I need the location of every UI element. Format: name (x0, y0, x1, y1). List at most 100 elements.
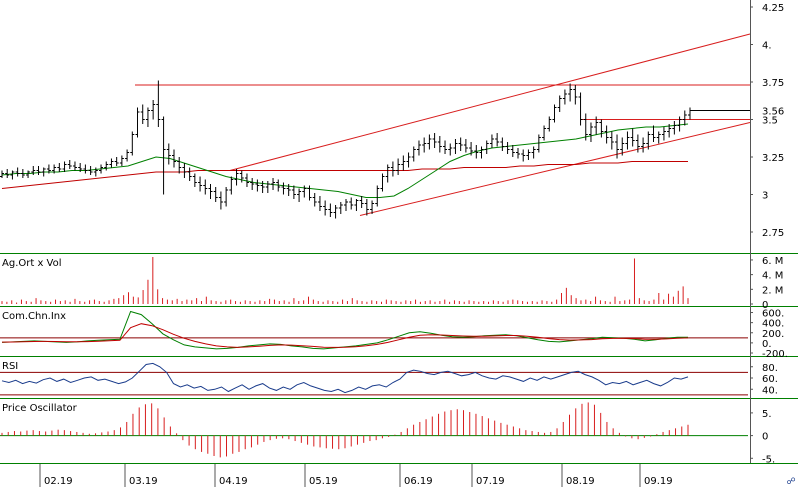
ohlc-bar (463, 139, 468, 153)
ohlc-bar (20, 169, 25, 178)
ohlc-bar (562, 89, 567, 105)
ohlc-bar (145, 107, 150, 127)
ohlc-bar (99, 164, 104, 174)
ohlc-bar (323, 200, 328, 216)
ohlc-bar (411, 146, 416, 162)
ohlc-bar (0, 170, 4, 178)
price-y-tick-label: 2.75 (762, 228, 784, 239)
oscillator-y-tick-label: 5. (762, 409, 772, 420)
ohlc-bar (119, 155, 124, 166)
x-axis-tick-label: 04.19 (219, 476, 248, 487)
ohlc-bar (187, 167, 192, 181)
ohlc-bar (651, 125, 656, 142)
price-y-tick-label: 3.5 (762, 116, 778, 127)
ohlc-bar (646, 131, 651, 150)
ohlc-bar (401, 155, 406, 171)
ohlc-bar (422, 137, 427, 153)
chaikin-y-tick-label: 600. (762, 309, 784, 320)
ohlc-bar (93, 167, 98, 177)
ohlc-bar (432, 133, 437, 148)
ohlc-bar (510, 145, 515, 157)
ohlc-bar (364, 199, 369, 216)
chaikin-panel: Com.Chn.Inx 600.400.200.0.-200. (0, 309, 788, 360)
ohlc-bar (213, 187, 218, 202)
ohlc-bar (72, 161, 77, 171)
ohlc-bar (625, 131, 630, 150)
ohlc-bar (166, 143, 171, 165)
ohlc-bar (448, 143, 453, 156)
ohlc-bar (15, 167, 20, 177)
ohlc-bar (281, 182, 286, 195)
price-panel: 4.25 4. 3.75 3.5 3.25 3 2.75 3.56 (0, 3, 784, 239)
ohlc-bar (672, 121, 677, 135)
oscillator-panel-title: Price Oscillator (2, 403, 78, 414)
ohlc-bar (244, 173, 249, 187)
oscillator-y-tick-label: 0 (762, 432, 768, 443)
ohlc-bar (333, 205, 338, 219)
ohlc-bar (203, 179, 208, 195)
ohlc-bar (130, 131, 135, 156)
ohlc-bar (547, 116, 552, 132)
ohlc-bar (229, 176, 234, 195)
ohlc-bar (135, 107, 140, 138)
ohlc-bar (312, 193, 317, 207)
link-icon[interactable]: ☍ (786, 477, 796, 487)
ohlc-bar (67, 160, 72, 169)
ohlc-bar (26, 170, 31, 178)
x-axis-tick-label: 06.19 (404, 476, 433, 487)
trendline (229, 33, 751, 171)
chaikin-y-tick-label: 400. (762, 319, 784, 330)
ohlc-bar (307, 185, 312, 201)
ohlc-bar (599, 119, 604, 138)
price-y-tick-label: 3.75 (762, 78, 784, 89)
ohlc-bar (156, 80, 161, 127)
rsi-line (1, 362, 689, 394)
trendline (359, 122, 751, 216)
ohlc-bar (479, 146, 484, 159)
ohlc-bar (161, 116, 166, 195)
oscillator-y-tick-label: -5. (762, 454, 775, 465)
ohlc-bar (31, 166, 36, 175)
ohlc-bar (583, 113, 588, 141)
ma-long-line (1, 161, 688, 189)
ohlc-bar (578, 92, 583, 126)
price-y-tick-label: 4. (762, 41, 772, 52)
ohlc-bar (234, 169, 239, 186)
ohlc-bar (484, 140, 489, 154)
ohlc-bar (62, 161, 67, 172)
ohlc-bar (192, 173, 197, 187)
ohlc-bar (495, 133, 500, 147)
ohlc-bar (443, 140, 448, 154)
ohlc-bar (526, 149, 531, 160)
ohlc-bar (458, 137, 463, 151)
volume-panel: Ag.Ort x Vol 6. M 4. M 2. M 0 (1, 256, 783, 311)
ohlc-bar (218, 191, 223, 210)
ohlc-bar (349, 197, 354, 210)
ohlc-bar (635, 134, 640, 153)
ohlc-bar (302, 185, 307, 198)
ohlc-bar (36, 166, 41, 175)
ohlc-bar (615, 134, 620, 159)
ohlc-bar (682, 110, 687, 126)
chaikin-signal-line (1, 323, 689, 348)
ohlc-bar (552, 104, 557, 123)
ohlc-bar (588, 122, 593, 142)
ohlc-bar (609, 131, 614, 150)
volume-y-tick-label: 6. M (762, 256, 783, 267)
volume-panel-title: Ag.Ort x Vol (2, 258, 62, 269)
ohlc-bar (536, 134, 541, 153)
chaikin-panel-title: Com.Chn.Inx (2, 311, 66, 322)
ohlc-bar (406, 152, 411, 168)
ohlc-bar (396, 158, 401, 175)
ohlc-bar (151, 100, 156, 120)
ohlc-bar (104, 161, 109, 171)
ohlc-bar (109, 158, 114, 168)
ohlc-bar (489, 134, 494, 148)
x-axis-tick-label: 07.19 (476, 476, 505, 487)
ohlc-bar (208, 184, 213, 199)
ohlc-bar (416, 140, 421, 156)
ohlc-bar (5, 169, 10, 178)
ohlc-bar (568, 83, 573, 102)
ohlc-bar (338, 202, 343, 214)
rsi-panel: RSI 80.60.40. (0, 361, 778, 396)
